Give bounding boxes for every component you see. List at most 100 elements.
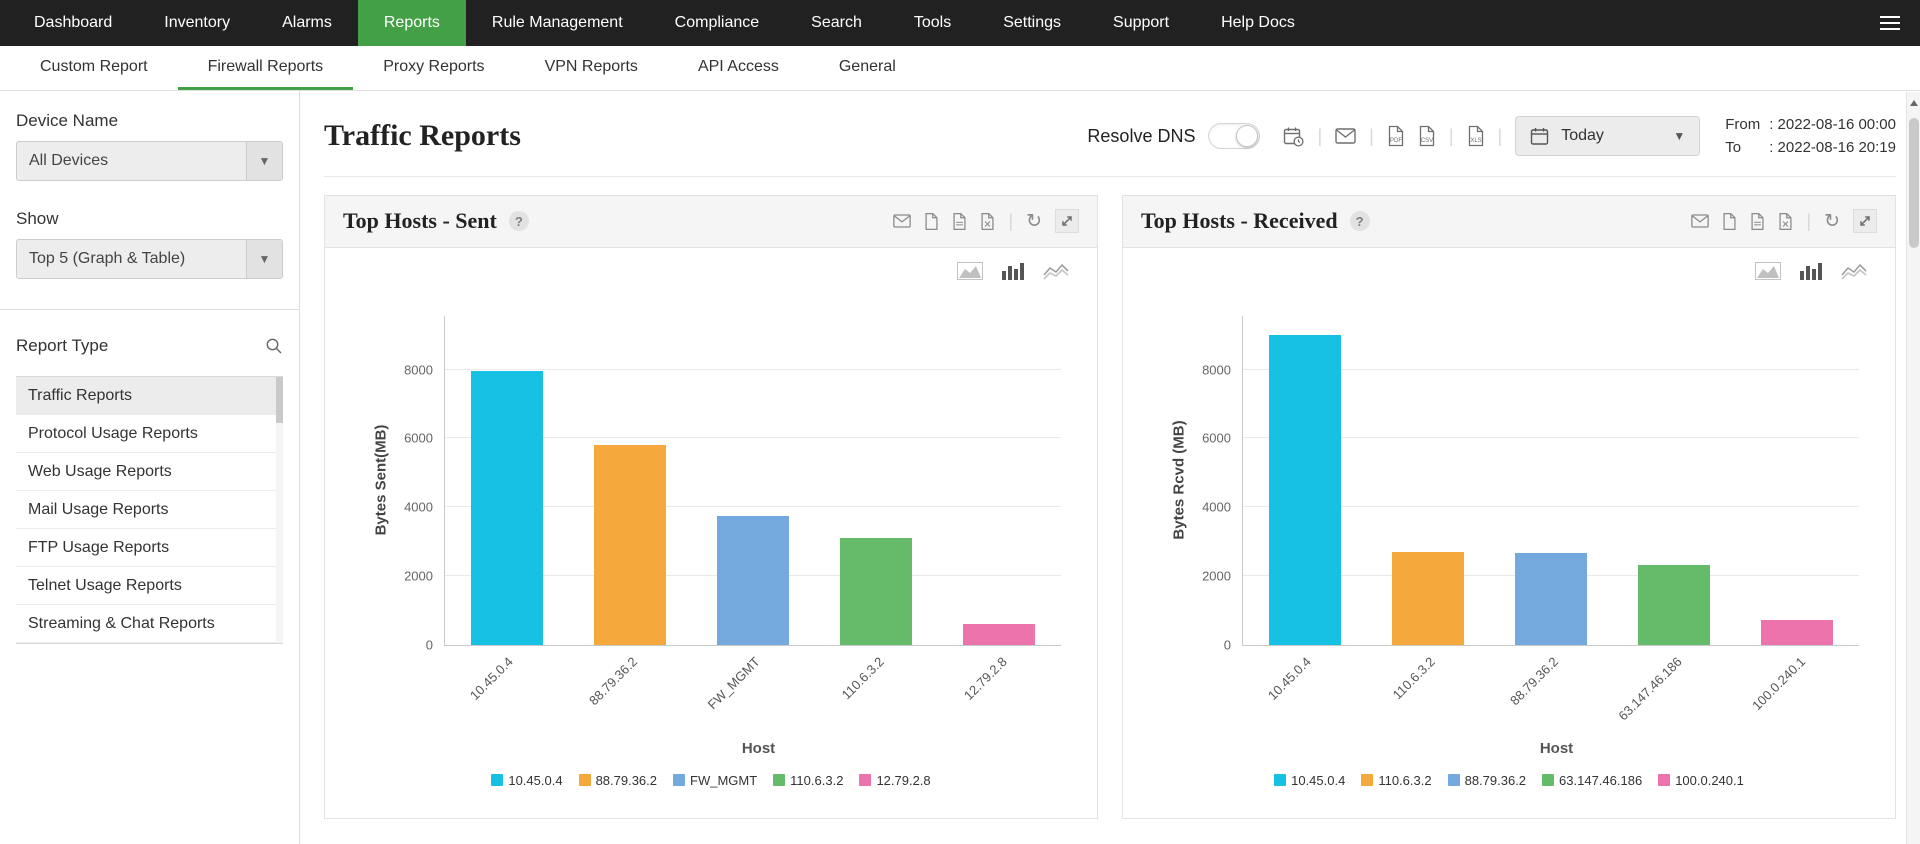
- gridline: [1243, 437, 1859, 439]
- report-list-scrollbar-thumb[interactable]: [276, 377, 283, 423]
- card-email-button[interactable]: [893, 214, 912, 228]
- report-type-list: Traffic Reports Protocol Usage Reports W…: [16, 376, 283, 644]
- bar-110.6.3.2[interactable]: [840, 537, 913, 645]
- legend-swatch: [1361, 774, 1374, 786]
- legend-swatch: [491, 774, 504, 786]
- chevron-down-icon: ▼: [1673, 129, 1686, 144]
- tab-custom-report[interactable]: Custom Report: [40, 58, 148, 75]
- nav-item-reports[interactable]: Reports: [357, 0, 466, 46]
- nav-item-alarms[interactable]: Alarms: [282, 14, 332, 31]
- legend-label: 10.45.0.4: [508, 772, 563, 788]
- gridline: [445, 506, 1061, 507]
- card-email-button[interactable]: [1691, 214, 1710, 228]
- bar-10.45.0.4[interactable]: [1268, 335, 1341, 645]
- help-badge[interactable]: ?: [1349, 211, 1370, 231]
- card-refresh-button[interactable]: ↻: [1026, 212, 1042, 231]
- area-chart-icon[interactable]: [1755, 261, 1781, 280]
- show-select[interactable]: Top 5 (Graph & Table) ▼: [16, 239, 283, 279]
- resolve-dns-toggle[interactable]: [1208, 123, 1261, 150]
- nav-item-dashboard[interactable]: Dashboard: [34, 14, 113, 31]
- plot-area: Bytes Sent(MB) 0 2000 4000 6000 8000: [373, 315, 1061, 652]
- card-csv-button[interactable]: [1750, 212, 1765, 231]
- nav-item-support[interactable]: Support: [1113, 14, 1170, 31]
- legend-item[interactable]: 88.79.36.2: [1447, 773, 1526, 788]
- legend-item[interactable]: 12.79.2.8: [859, 772, 931, 788]
- scrollbar-thumb[interactable]: [1909, 118, 1919, 248]
- tab-proxy-reports[interactable]: Proxy Reports: [383, 58, 485, 75]
- schedule-report-button[interactable]: [1283, 126, 1305, 147]
- y-axis-label: Bytes Rcvd (MB): [1170, 420, 1188, 540]
- export-excel-button[interactable]: XLS: [1467, 125, 1485, 147]
- report-type-search-button[interactable]: [265, 337, 283, 355]
- report-type-item-streaming-chat[interactable]: Streaming & Chat Reports: [16, 605, 283, 643]
- report-list-scrollbar[interactable]: [276, 377, 283, 643]
- device-select-value: All Devices: [29, 152, 109, 169]
- card-expand-button[interactable]: [1853, 209, 1877, 233]
- bar-FW_MGMT[interactable]: [717, 515, 789, 645]
- gridline: [445, 368, 1061, 370]
- legend-item[interactable]: 63.147.46.186: [1542, 773, 1642, 788]
- vertical-scrollbar[interactable]: [1906, 92, 1920, 844]
- csv-file-icon: CSV: [1419, 126, 1434, 147]
- bar-12.79.2.8[interactable]: [963, 623, 1036, 645]
- legend-label: 12.79.2.8: [876, 772, 931, 788]
- line-chart-icon[interactable]: [1841, 262, 1867, 280]
- x-axis-label: Host: [1539, 739, 1574, 757]
- bar-110.6.3.2[interactable]: [1391, 551, 1464, 645]
- tab-api-access[interactable]: API Access: [697, 58, 779, 75]
- report-type-item-protocol-usage[interactable]: Protocol Usage Reports: [16, 415, 283, 453]
- legend-label: 88.79.36.2: [595, 772, 658, 788]
- legend-item[interactable]: 110.6.3.2: [773, 773, 843, 788]
- legend-item[interactable]: 100.0.240.1: [1658, 773, 1744, 788]
- nav-item-settings[interactable]: Settings: [1003, 14, 1062, 31]
- area-chart-icon[interactable]: [957, 261, 983, 280]
- mail-icon: [1691, 214, 1710, 228]
- report-type-item-web-usage[interactable]: Web Usage Reports: [16, 453, 283, 491]
- bar-100.0.240.1[interactable]: [1761, 620, 1834, 645]
- help-badge[interactable]: ?: [508, 211, 529, 231]
- card-refresh-button[interactable]: ↻: [1824, 212, 1840, 231]
- nav-item-tools[interactable]: Tools: [913, 14, 952, 31]
- to-value: : 2022-08-16 20:19: [1769, 139, 1896, 157]
- nav-item-compliance[interactable]: Compliance: [674, 14, 760, 31]
- legend-item[interactable]: 10.45.0.4: [1274, 773, 1345, 788]
- nav-item-help-docs[interactable]: Help Docs: [1221, 14, 1295, 31]
- scroll-up-arrow-icon[interactable]: [1910, 100, 1918, 106]
- legend-label: FW_MGMT: [690, 772, 758, 788]
- hamburger-menu-icon[interactable]: [1880, 16, 1900, 30]
- tab-vpn-reports[interactable]: VPN Reports: [544, 58, 638, 75]
- legend-label: 110.6.3.2: [790, 772, 844, 788]
- bar-88.79.36.2[interactable]: [593, 445, 666, 645]
- card-csv-button[interactable]: [952, 212, 967, 231]
- nav-item-inventory[interactable]: Inventory: [164, 14, 231, 31]
- card-pdf-button[interactable]: [1722, 212, 1737, 231]
- export-pdf-button[interactable]: PDF: [1387, 125, 1405, 147]
- report-type-item-telnet-usage[interactable]: Telnet Usage Reports: [16, 567, 283, 605]
- bar-88.79.36.2[interactable]: [1515, 553, 1587, 645]
- line-chart-icon[interactable]: [1043, 262, 1069, 280]
- tab-firewall-reports[interactable]: Firewall Reports: [177, 46, 354, 90]
- export-csv-button[interactable]: CSV: [1418, 125, 1436, 147]
- card-excel-button[interactable]: [1778, 212, 1793, 231]
- period-select[interactable]: Today ▼: [1515, 116, 1701, 157]
- report-type-item-ftp-usage[interactable]: FTP Usage Reports: [16, 529, 283, 567]
- card-expand-button[interactable]: [1055, 209, 1079, 233]
- email-report-button[interactable]: [1335, 128, 1356, 144]
- tab-general[interactable]: General: [838, 58, 896, 75]
- legend-item[interactable]: 10.45.0.4: [491, 772, 563, 788]
- bar-chart-icon[interactable]: [1001, 262, 1025, 280]
- card-excel-button[interactable]: [980, 212, 995, 231]
- bar-chart-icon[interactable]: [1799, 262, 1823, 280]
- legend-item[interactable]: 88.79.36.2: [578, 772, 658, 788]
- nav-item-rule-management[interactable]: Rule Management: [491, 14, 623, 31]
- nav-item-search[interactable]: Search: [811, 14, 862, 31]
- report-type-item-traffic[interactable]: Traffic Reports: [16, 377, 283, 415]
- legend-item[interactable]: 110.6.3.2: [1361, 773, 1432, 788]
- bar-63.147.46.186[interactable]: [1638, 565, 1711, 645]
- card-pdf-button[interactable]: [924, 212, 939, 231]
- report-type-item-mail-usage[interactable]: Mail Usage Reports: [16, 491, 283, 529]
- show-select-value: Top 5 (Graph & Table): [29, 250, 186, 267]
- legend-item[interactable]: FW_MGMT: [673, 773, 757, 788]
- bar-10.45.0.4[interactable]: [470, 371, 543, 645]
- device-select[interactable]: All Devices ▼: [16, 141, 283, 181]
